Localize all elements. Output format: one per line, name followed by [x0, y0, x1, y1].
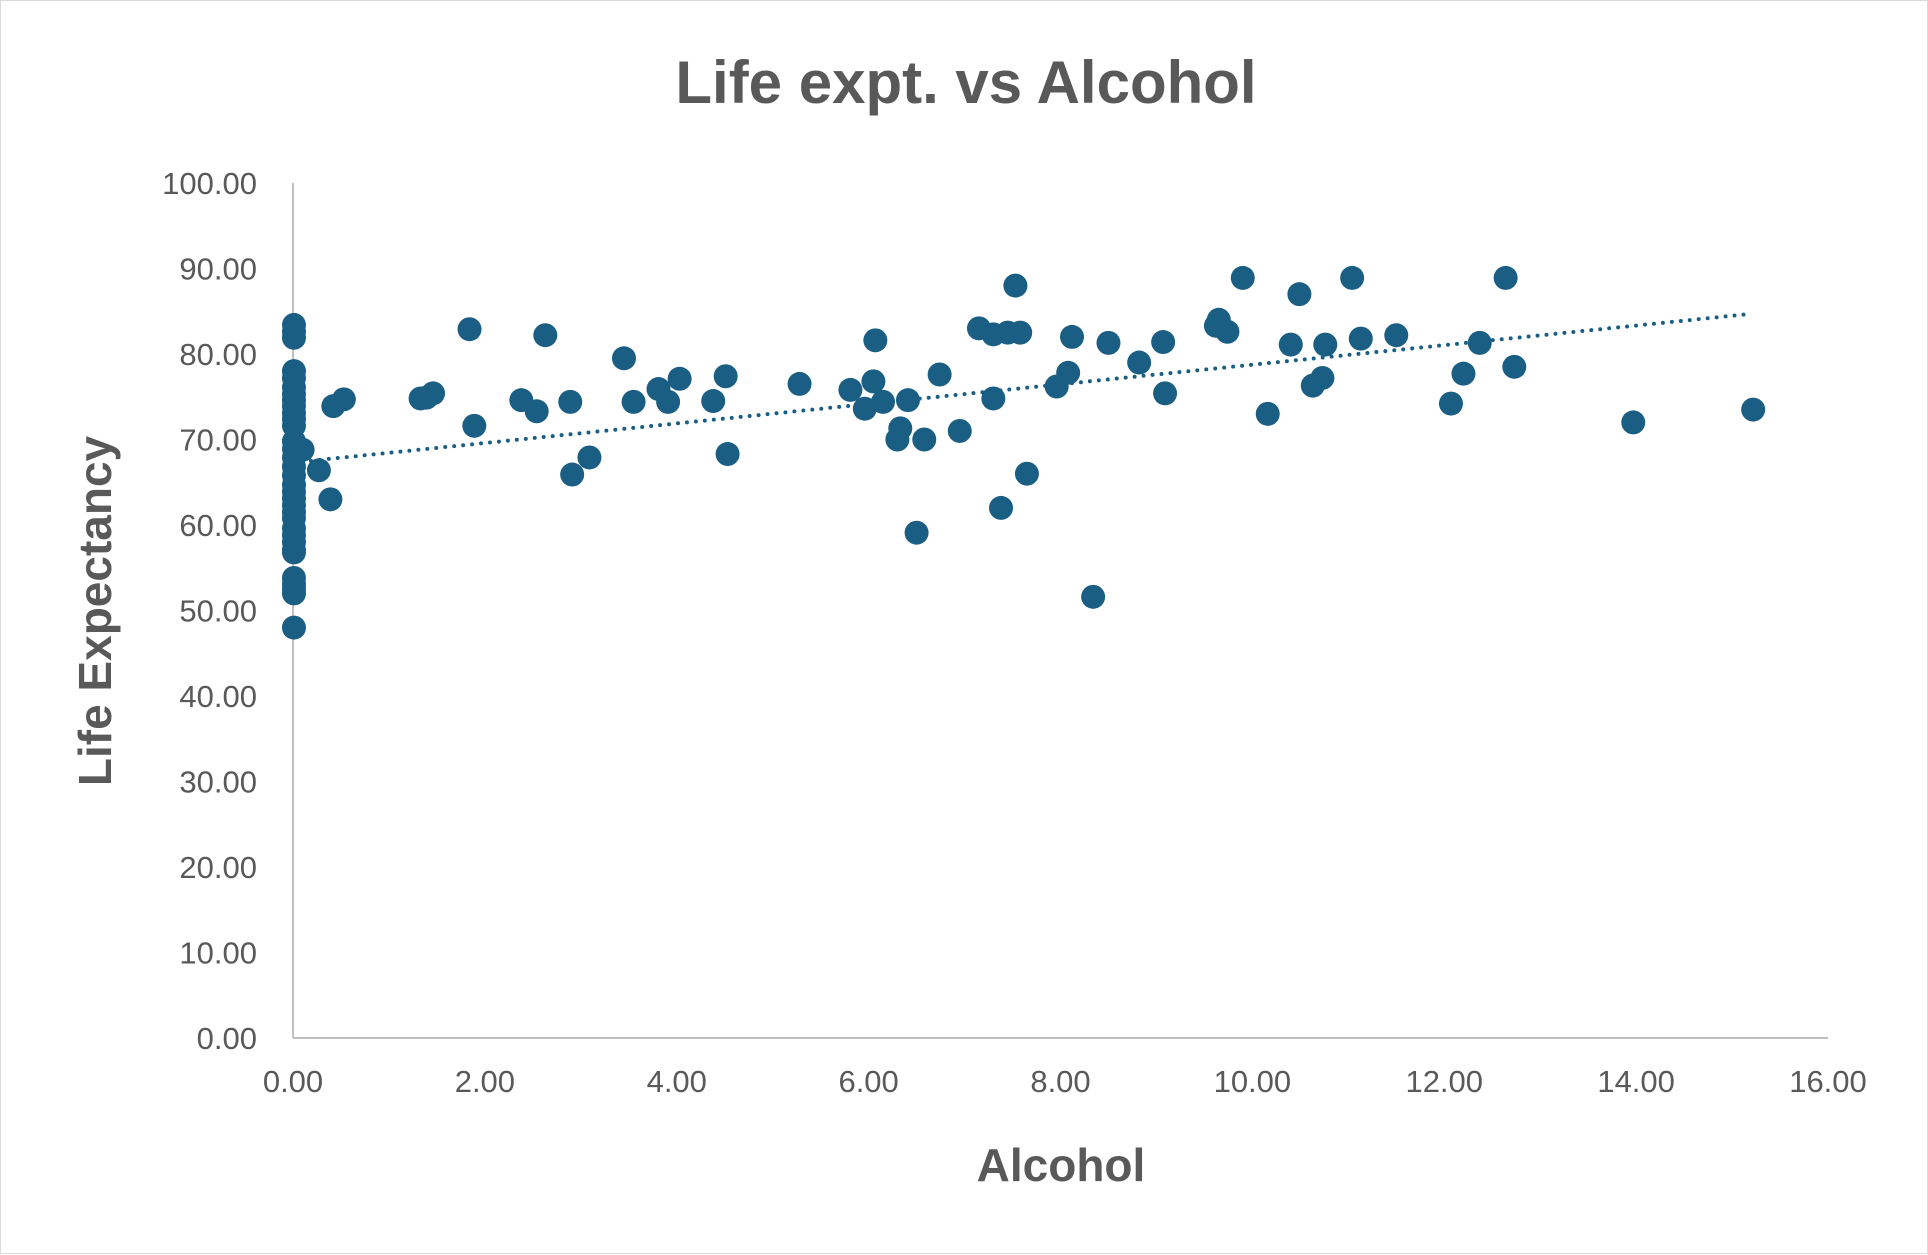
- scatter-point: [1621, 410, 1646, 435]
- scatter-point: [533, 323, 558, 348]
- scatter-point: [1056, 360, 1081, 385]
- scatter-point: [1255, 401, 1280, 426]
- y-tick-label: 80.00: [179, 337, 257, 372]
- x-axis-title: Alcohol: [977, 1139, 1146, 1191]
- scatter-point: [947, 418, 972, 443]
- scatter-point: [331, 387, 356, 412]
- scatter-point: [621, 389, 646, 414]
- scatter-point: [318, 487, 343, 512]
- scatter-point: [1278, 332, 1303, 357]
- scatter-point: [577, 445, 602, 470]
- scatter-point: [290, 437, 315, 462]
- scatter-point: [852, 396, 877, 421]
- scatter-point: [306, 458, 331, 483]
- y-tick-label: 10.00: [179, 936, 257, 971]
- scatter-point: [787, 371, 812, 396]
- scatter-point: [1215, 319, 1240, 344]
- scatter-point: [560, 462, 585, 487]
- scatter-point: [462, 413, 487, 438]
- scatter-point: [1467, 330, 1492, 355]
- trendline-layer: [291, 311, 1754, 465]
- data-points: [281, 265, 1766, 640]
- x-tick-label: 6.00: [838, 1064, 898, 1099]
- scatter-point: [1348, 326, 1373, 351]
- scatter-point: [1127, 350, 1152, 375]
- scatter-point: [904, 520, 929, 545]
- scatter-point: [281, 615, 306, 640]
- scatter-point: [1438, 391, 1463, 416]
- y-axis-title: Life Expectancy: [69, 435, 121, 786]
- scatter-point: [1502, 354, 1527, 379]
- scatter-point: [457, 317, 482, 342]
- scatter-point: [524, 399, 549, 424]
- y-tick-label: 30.00: [179, 765, 257, 800]
- scatter-point: [912, 427, 937, 452]
- scatter-point: [667, 366, 692, 391]
- scatter-point: [1096, 330, 1121, 355]
- scatter-point: [1230, 265, 1255, 290]
- x-tick-label: 2.00: [455, 1064, 515, 1099]
- scatter-point: [656, 389, 681, 414]
- x-tick-label: 14.00: [1597, 1064, 1675, 1099]
- scatter-point: [863, 328, 888, 353]
- y-tick-label: 70.00: [179, 423, 257, 458]
- x-tick-label: 8.00: [1030, 1064, 1090, 1099]
- scatter-point: [1313, 332, 1338, 357]
- scatter-point: [981, 386, 1006, 411]
- chart-title: Life expt. vs Alcohol: [675, 49, 1256, 116]
- scatter-point: [895, 388, 920, 413]
- scatter-point: [1451, 361, 1476, 386]
- y-tick-label: 0.00: [197, 1021, 257, 1056]
- scatter-point: [871, 389, 896, 414]
- scatter-point: [1493, 265, 1518, 290]
- x-tick-label: 0.00: [263, 1064, 323, 1099]
- x-tick-label: 10.00: [1214, 1064, 1292, 1099]
- y-tick-label: 20.00: [179, 850, 257, 885]
- scatter-point: [611, 346, 636, 371]
- scatter-point: [1153, 381, 1178, 406]
- scatter-point: [1151, 330, 1176, 355]
- scatter-point: [1081, 584, 1106, 609]
- scatter-point: [1008, 320, 1033, 345]
- scatter-point: [927, 362, 952, 387]
- x-tick-label: 4.00: [647, 1064, 707, 1099]
- scatter-point: [281, 325, 306, 350]
- scatter-point: [1310, 365, 1335, 390]
- y-tick-label: 50.00: [179, 594, 257, 629]
- scatter-point: [1340, 265, 1365, 290]
- scatter-point: [1287, 282, 1312, 307]
- y-tick-label: 90.00: [179, 252, 257, 287]
- scatter-point: [1014, 461, 1039, 486]
- scatter-point: [1384, 323, 1409, 348]
- scatter-point: [558, 389, 583, 414]
- scatter-point: [1003, 273, 1028, 298]
- scatter-point: [421, 381, 446, 406]
- scatter-point: [989, 495, 1014, 520]
- y-tick-label: 40.00: [179, 679, 257, 714]
- scatter-point: [701, 389, 726, 414]
- scatter-point: [715, 442, 740, 467]
- scatter-point: [713, 364, 738, 389]
- y-tick-label: 60.00: [179, 508, 257, 543]
- x-tick-label: 12.00: [1405, 1064, 1483, 1099]
- scatter-point: [838, 377, 863, 402]
- scatter-point: [1741, 397, 1766, 422]
- scatter-point: [1060, 324, 1085, 349]
- scatter-point: [281, 540, 306, 565]
- scatter-point: [861, 369, 886, 394]
- scatter-point: [888, 416, 913, 441]
- x-tick-label: 16.00: [1789, 1064, 1867, 1099]
- axes: 0.00 2.00 4.00 6.00 8.00 10.00 12.00 14.00 16.00…: [162, 166, 1867, 1099]
- linear-trendline: [291, 311, 1754, 465]
- y-tick-label: 100.00: [162, 166, 257, 201]
- scatter-point: [281, 581, 306, 606]
